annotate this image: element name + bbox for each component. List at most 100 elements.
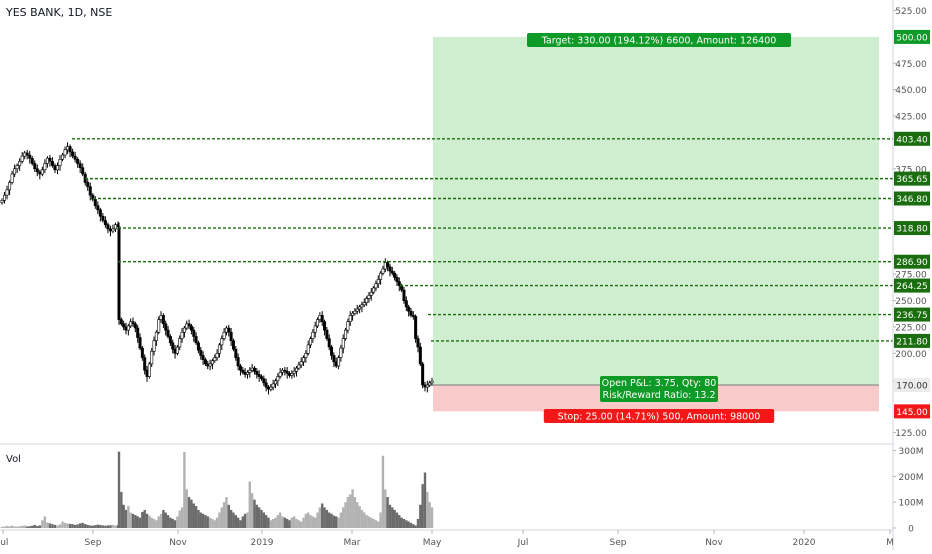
- risk-reward-text: Risk/Reward Ratio: 13.2: [602, 390, 715, 401]
- volume-bar: [255, 504, 259, 528]
- volume-bar: [335, 516, 338, 528]
- volume-bar: [304, 513, 308, 528]
- level-badge-label: 403.40: [896, 135, 928, 145]
- volume-bar: [23, 525, 26, 528]
- candle-body: [3, 194, 7, 201]
- volume-bar: [414, 525, 417, 528]
- volume-bar: [86, 524, 89, 528]
- volume-bar: [220, 507, 223, 528]
- volume-bar: [76, 524, 79, 528]
- candle-body: [320, 315, 324, 323]
- candle-body: [418, 346, 422, 365]
- candle-body: [73, 155, 77, 160]
- candle-body: [150, 350, 154, 365]
- candle-body: [421, 363, 425, 386]
- volume-bar: [278, 512, 282, 528]
- candle-body: [20, 155, 24, 162]
- volume-bar: [325, 509, 329, 528]
- volume-bar: [169, 517, 172, 528]
- volume-bar: [176, 516, 179, 528]
- stop-label-bg: [543, 409, 775, 423]
- candle-body: [91, 194, 95, 200]
- volume-bar: [106, 525, 110, 528]
- candle-body: [68, 146, 72, 153]
- volume-bars: [0, 451, 434, 528]
- volume-bar: [38, 525, 42, 528]
- volume-bar: [15, 526, 19, 528]
- candle-body: [355, 308, 359, 312]
- volume-bar: [349, 494, 352, 528]
- candle-body: [290, 373, 294, 376]
- position-badge: [894, 404, 930, 419]
- volume-bar: [73, 524, 77, 528]
- level-badge-label: 264.25: [896, 282, 928, 292]
- candle-body: [362, 302, 366, 306]
- volume-bar: [218, 512, 221, 528]
- candle-body: [407, 306, 411, 312]
- volume-bar: [309, 515, 312, 528]
- volume-bar: [3, 526, 6, 528]
- volume-bar: [358, 506, 361, 528]
- volume-bar: [229, 509, 233, 528]
- volume-bar: [407, 521, 410, 528]
- volume-bar: [94, 525, 97, 528]
- target-label: Target: 330.00 (194.12%) 6600, Amount: 1…: [541, 36, 777, 47]
- volume-bar: [10, 525, 14, 528]
- volume-bar: [13, 526, 16, 528]
- volume-bar: [360, 509, 364, 528]
- volume-bar: [227, 504, 230, 528]
- candle-body: [238, 365, 242, 371]
- volume-bar: [285, 518, 289, 528]
- candle-body: [374, 283, 378, 289]
- volume-bar: [321, 503, 324, 528]
- candle-body: [428, 382, 432, 386]
- position-zones: [433, 36, 879, 412]
- volume-bar: [201, 513, 205, 528]
- candle-body: [376, 279, 380, 285]
- volume-bar: [314, 517, 317, 528]
- candle-body: [323, 321, 327, 331]
- volume-bar: [400, 517, 403, 528]
- volume-bar: [428, 502, 431, 528]
- volume-bar: [363, 512, 366, 528]
- candle-body: [269, 386, 273, 390]
- candle-body: [103, 220, 107, 225]
- candle-body: [76, 158, 80, 164]
- volume-bar: [430, 507, 434, 528]
- candle-body: [316, 319, 320, 327]
- volume-bar: [370, 517, 373, 528]
- candle-body: [430, 380, 434, 384]
- candle-body: [81, 167, 85, 175]
- candle-body: [196, 342, 200, 351]
- candle-body: [299, 361, 303, 366]
- volume-bar: [131, 513, 135, 528]
- candle-body: [271, 383, 275, 388]
- volume-bar: [0, 526, 4, 528]
- candle-body: [117, 226, 121, 320]
- candle-body: [0, 200, 4, 203]
- level-badge: [894, 191, 930, 206]
- volume-bar: [194, 506, 198, 528]
- volume-bar: [159, 513, 163, 528]
- candle-body: [38, 171, 42, 175]
- candle-body: [346, 321, 350, 331]
- price-tick-label: 375.00: [895, 165, 927, 175]
- candle-body: [8, 182, 12, 191]
- candle-body: [168, 336, 172, 344]
- candle-body: [309, 338, 313, 346]
- candle-body: [178, 338, 182, 348]
- volume-bar: [386, 497, 389, 528]
- level-badge-label: 236.75: [896, 311, 928, 321]
- candle-body: [45, 157, 49, 164]
- volume-bar: [344, 502, 347, 528]
- candle-body: [66, 146, 70, 151]
- candle-body: [353, 310, 357, 314]
- price-tick-label: 450.00: [895, 86, 927, 96]
- candle-body: [182, 327, 186, 333]
- volume-bar: [78, 523, 82, 528]
- candle-body: [404, 300, 408, 308]
- candle-body: [187, 323, 191, 327]
- candle-body: [372, 287, 376, 293]
- candle-body: [245, 372, 249, 375]
- candle-body: [96, 205, 100, 211]
